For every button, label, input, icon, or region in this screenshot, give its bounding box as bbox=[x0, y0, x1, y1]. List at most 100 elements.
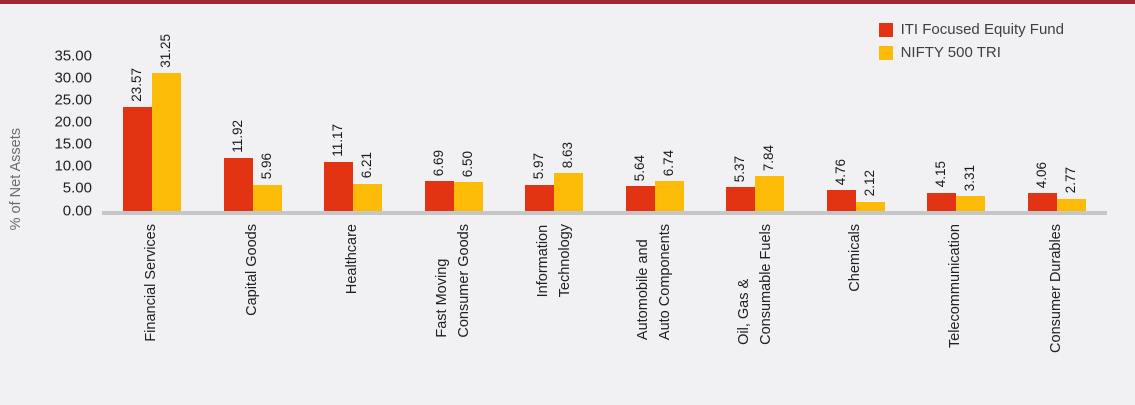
bar-fund bbox=[123, 106, 153, 211]
bar-benchmark bbox=[252, 184, 282, 211]
bar-column: 5.97 bbox=[525, 30, 555, 211]
bar-column: 11.17 bbox=[324, 30, 354, 211]
x-label-cell: Financial Services bbox=[102, 224, 203, 404]
bar-column: 5.96 bbox=[252, 30, 282, 211]
x-label-cell: Information Technology bbox=[504, 224, 605, 404]
bar-pair: 5.37 7.84 bbox=[726, 30, 785, 211]
x-label-cell: Healthcare bbox=[303, 224, 404, 404]
bar-value-label: 5.64 bbox=[631, 154, 647, 181]
x-label-cell: Consumer Durables bbox=[1007, 224, 1108, 404]
bar-value-label: 4.76 bbox=[832, 158, 848, 185]
bar-value-label: 6.74 bbox=[660, 149, 676, 177]
bar-column: 31.25 bbox=[152, 30, 182, 211]
category-group: 5.37 7.84 bbox=[705, 30, 806, 211]
bar-fund bbox=[424, 181, 454, 211]
bar-value-label: 8.63 bbox=[560, 141, 575, 168]
bar-value-label: 3.31 bbox=[962, 165, 977, 192]
category-label: Information Technology bbox=[534, 224, 573, 298]
y-tick-label: 25.00 bbox=[54, 91, 92, 109]
category-group: 5.97 8.63 bbox=[504, 30, 605, 211]
category-label: Oil, Gas & Consumable Fuels bbox=[735, 224, 774, 345]
y-axis-ticks: 0.00 5.00 10.00 15.00 20.00 25.00 30.00 35.00 bbox=[30, 30, 102, 218]
bar-column: 2.12 bbox=[855, 30, 885, 211]
bar-fund bbox=[927, 192, 957, 211]
plot-column: 23.57 31.25 11.92 5.96 11.17 6.21 6.69 6.50 5.97… bbox=[102, 30, 1107, 404]
bar-pair: 4.06 2.77 bbox=[1027, 30, 1086, 211]
bar-benchmark bbox=[755, 176, 785, 211]
bar-fund bbox=[324, 161, 354, 211]
category-label: Telecommunication bbox=[947, 224, 964, 349]
bar-pair: 23.57 31.25 bbox=[123, 30, 182, 211]
bar-pair: 11.17 6.21 bbox=[324, 30, 383, 211]
bar-value-label: 2.77 bbox=[1062, 167, 1078, 194]
bar-benchmark bbox=[554, 172, 584, 211]
top-accent-bar bbox=[0, 0, 1135, 4]
y-tick-label: 35.00 bbox=[54, 46, 92, 64]
bar-column: 7.84 bbox=[755, 30, 785, 211]
legend-item-benchmark: NIFTY 500 TRI bbox=[878, 44, 1064, 61]
legend-item-fund: ITI Focused Equity Fund bbox=[878, 21, 1064, 38]
bar-value-label: 6.69 bbox=[430, 150, 446, 177]
x-axis-labels: Financial Services Capital Goods Healthcar… bbox=[102, 215, 1107, 404]
category-group: 11.17 6.21 bbox=[303, 30, 404, 211]
bar-value-label: 11.92 bbox=[229, 120, 245, 154]
bar-value-label: 5.96 bbox=[258, 153, 274, 180]
bar-column: 5.37 bbox=[726, 30, 756, 211]
y-axis-title: % of Net Assets bbox=[8, 128, 24, 231]
category-label: Automobile and Auto Components bbox=[635, 224, 673, 341]
category-group: 4.76 2.12 bbox=[806, 30, 907, 211]
category-label: Financial Services bbox=[143, 224, 160, 342]
x-label-cell: Fast Moving Consumer Goods bbox=[404, 224, 505, 404]
bar-value-label: 4.15 bbox=[933, 161, 948, 188]
bar-pair: 11.92 5.96 bbox=[223, 30, 282, 211]
bar-pair: 5.97 8.63 bbox=[525, 30, 584, 211]
category-group: 5.64 6.74 bbox=[605, 30, 706, 211]
bar-benchmark bbox=[1056, 198, 1086, 211]
y-tick-label: 15.00 bbox=[54, 135, 92, 153]
category-label: Capital Goods bbox=[243, 224, 260, 316]
bar-column: 11.92 bbox=[223, 30, 253, 211]
legend-label-fund: ITI Focused Equity Fund bbox=[900, 21, 1064, 38]
category-label: Healthcare bbox=[344, 224, 361, 295]
bar-pair: 6.69 6.50 bbox=[424, 30, 483, 211]
bar-benchmark bbox=[453, 182, 483, 211]
category-group: 4.15 3.31 bbox=[906, 30, 1007, 211]
bar-value-label: 6.50 bbox=[459, 150, 475, 178]
bar-benchmark bbox=[353, 183, 383, 211]
legend-swatch-fund bbox=[878, 22, 893, 37]
bar-column: 8.63 bbox=[554, 30, 584, 211]
bar-column: 3.31 bbox=[956, 30, 986, 211]
bar-benchmark bbox=[152, 72, 182, 211]
bar-column: 23.57 bbox=[123, 30, 153, 211]
category-label: Chemicals bbox=[846, 224, 863, 292]
bar-pair: 4.76 2.12 bbox=[826, 30, 885, 211]
category-label: Consumer Durables bbox=[1047, 224, 1064, 353]
y-tick-label: 5.00 bbox=[62, 179, 92, 197]
bar-column: 6.69 bbox=[424, 30, 454, 211]
bar-column: 6.21 bbox=[353, 30, 383, 211]
bar-value-label: 5.37 bbox=[732, 155, 747, 183]
legend: ITI Focused Equity Fund NIFTY 500 TRI bbox=[878, 21, 1064, 61]
bar-value-label: 4.06 bbox=[1033, 161, 1049, 188]
bar-column: 4.06 bbox=[1027, 30, 1057, 211]
x-label-cell: Telecommunication bbox=[906, 224, 1007, 404]
plot-area: 23.57 31.25 11.92 5.96 11.17 6.21 6.69 6.50 5.97… bbox=[102, 30, 1107, 215]
y-tick-label: 10.00 bbox=[54, 157, 92, 175]
x-label-cell: Chemicals bbox=[806, 224, 907, 404]
bar-fund bbox=[223, 158, 253, 211]
bar-benchmark bbox=[956, 196, 986, 211]
category-group: 11.92 5.96 bbox=[203, 30, 304, 211]
bar-value-label: 31.25 bbox=[158, 33, 173, 68]
category-group: 23.57 31.25 bbox=[102, 30, 203, 211]
bar-fund bbox=[826, 189, 856, 211]
chart-grid: 0.00 5.00 10.00 15.00 20.00 25.00 30.00 35.00 2… bbox=[30, 30, 1107, 404]
y-tick-label: 30.00 bbox=[54, 68, 92, 86]
legend-swatch-benchmark bbox=[878, 45, 893, 60]
bar-fund bbox=[525, 184, 555, 211]
legend-label-benchmark: NIFTY 500 TRI bbox=[900, 44, 1001, 61]
x-label-cell: Automobile and Auto Components bbox=[605, 224, 706, 404]
bar-value-label: 5.97 bbox=[531, 153, 546, 180]
bar-fund bbox=[726, 187, 756, 211]
bar-column: 4.76 bbox=[826, 30, 856, 211]
y-tick-label: 20.00 bbox=[54, 113, 92, 131]
